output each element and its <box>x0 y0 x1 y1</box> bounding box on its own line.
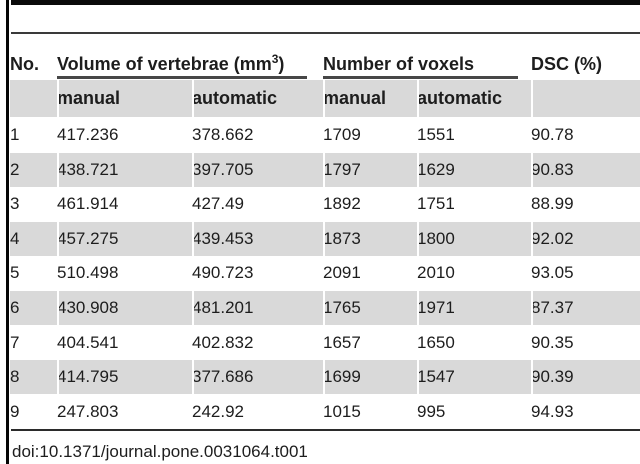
cell-voxels-automatic: 1551 <box>417 125 455 145</box>
cell-voxels-manual: 1765 <box>323 290 417 326</box>
column-header-no: No. <box>10 54 39 74</box>
table-row: 7 404.541 402.832 1657 1650 90.35 <box>10 325 640 360</box>
table-row: 3 461.914 427.49 1892 1751 88.99 <box>10 187 640 222</box>
cell-no: 4 <box>10 228 20 248</box>
volume-group-underline <box>57 76 307 79</box>
cell-voxels-manual: 1892 <box>323 194 361 214</box>
cell-voxels-automatic: 995 <box>417 401 446 421</box>
cell-volume-manual: 510.498 <box>57 263 119 283</box>
cell-volume-manual: 430.908 <box>57 290 192 326</box>
cell-volume-automatic: 242.92 <box>192 401 244 421</box>
table-row: 1 417.236 378.662 1709 1551 90.78 <box>10 118 640 153</box>
cell-voxels-manual: 1797 <box>323 152 417 188</box>
volume-header-close-paren: ) <box>278 54 285 74</box>
column-header-dsc: DSC (%) <box>531 54 602 74</box>
cell-volume-automatic: 397.705 <box>192 152 323 188</box>
subheader-no-spacer <box>10 80 57 117</box>
cell-volume-automatic: 377.686 <box>192 359 323 395</box>
table-row: 4 457.275 439.453 1873 1800 92.02 <box>10 221 640 257</box>
cell-no: 3 <box>10 194 20 214</box>
cell-voxels-automatic: 1629 <box>417 152 531 188</box>
cell-dsc: 90.78 <box>531 125 574 145</box>
table-row: 5 510.498 490.723 2091 2010 93.05 <box>10 256 640 291</box>
cell-volume-automatic: 427.49 <box>192 194 244 214</box>
subheader-voxels-manual: manual <box>323 80 417 117</box>
subheader-voxels-automatic: automatic <box>417 80 531 117</box>
cell-voxels-automatic: 1751 <box>417 194 455 214</box>
cell-dsc: 90.39 <box>531 359 640 395</box>
subheader-dsc-spacer <box>531 80 640 117</box>
cell-no: 8 <box>10 367 20 387</box>
cell-volume-automatic: 402.832 <box>192 332 254 352</box>
cell-volume-manual: 457.275 <box>57 221 192 257</box>
cell-volume-automatic: 378.662 <box>192 125 254 145</box>
cell-volume-automatic: 481.201 <box>192 290 323 326</box>
cell-voxels-automatic: 1971 <box>417 290 531 326</box>
cell-no: 2 <box>10 159 20 179</box>
table-left-border-line <box>6 0 9 464</box>
volume-header-superscript: 3 <box>271 52 279 66</box>
cell-voxels-automatic: 1800 <box>417 221 531 257</box>
cell-dsc: 92.02 <box>531 221 640 257</box>
cell-dsc: 90.83 <box>531 152 640 188</box>
cell-volume-automatic: 439.453 <box>192 221 323 257</box>
cell-volume-manual: 438.721 <box>57 152 192 188</box>
column-group-header-voxels: Number of voxels <box>323 54 475 74</box>
cell-voxels-automatic: 2010 <box>417 263 455 283</box>
table-row: 2 438.721 397.705 1797 1629 90.83 <box>10 152 640 188</box>
column-group-header-volume: Volume of vertebrae (mm3) <box>57 52 285 74</box>
cell-dsc: 87.37 <box>531 290 640 326</box>
cell-volume-automatic: 490.723 <box>192 263 254 283</box>
voxels-group-underline <box>323 76 518 79</box>
cell-voxels-manual: 1873 <box>323 221 417 257</box>
cell-no: 9 <box>10 401 20 421</box>
doi-caption: doi:10.1371/journal.pone.0031064.t001 <box>12 442 308 461</box>
table-row: 9 247.803 242.92 1015 995 94.93 <box>10 394 640 429</box>
cell-volume-manual: 414.795 <box>57 359 192 395</box>
volume-header-text: Volume of vertebrae (mm <box>57 54 272 74</box>
subheader-row: manual automatic manual automatic <box>10 80 640 117</box>
subheader-volume-manual: manual <box>57 80 192 117</box>
cell-no: 1 <box>10 125 20 145</box>
cell-voxels-manual: 1709 <box>323 125 361 145</box>
cell-no: 5 <box>10 263 20 283</box>
table-row: 8 414.795 377.686 1699 1547 90.39 <box>10 359 640 395</box>
cell-volume-manual: 247.803 <box>57 401 119 421</box>
table-top-thick-rule <box>11 0 640 5</box>
cell-dsc: 93.05 <box>531 263 574 283</box>
table-bottom-rule <box>11 429 640 431</box>
cell-no: 6 <box>10 298 20 318</box>
cell-volume-manual: 461.914 <box>57 194 119 214</box>
cell-dsc: 94.93 <box>531 401 574 421</box>
cell-voxels-manual: 1015 <box>323 401 361 421</box>
cell-dsc: 88.99 <box>531 194 574 214</box>
table-row: 6 430.908 481.201 1765 1971 87.37 <box>10 290 640 326</box>
cell-voxels-manual: 1657 <box>323 332 361 352</box>
cell-volume-manual: 404.541 <box>57 332 119 352</box>
cell-no: 7 <box>10 332 20 352</box>
cell-volume-manual: 417.236 <box>57 125 119 145</box>
cell-voxels-manual: 1699 <box>323 359 417 395</box>
cell-voxels-manual: 2091 <box>323 263 361 283</box>
table-header-top-rule <box>11 32 640 34</box>
table-body: 1 417.236 378.662 1709 1551 90.78 2 438.… <box>10 118 640 429</box>
subheader-volume-automatic: automatic <box>192 80 323 117</box>
cell-voxels-automatic: 1650 <box>417 332 455 352</box>
cell-voxels-automatic: 1547 <box>417 359 531 395</box>
cell-dsc: 90.35 <box>531 332 574 352</box>
